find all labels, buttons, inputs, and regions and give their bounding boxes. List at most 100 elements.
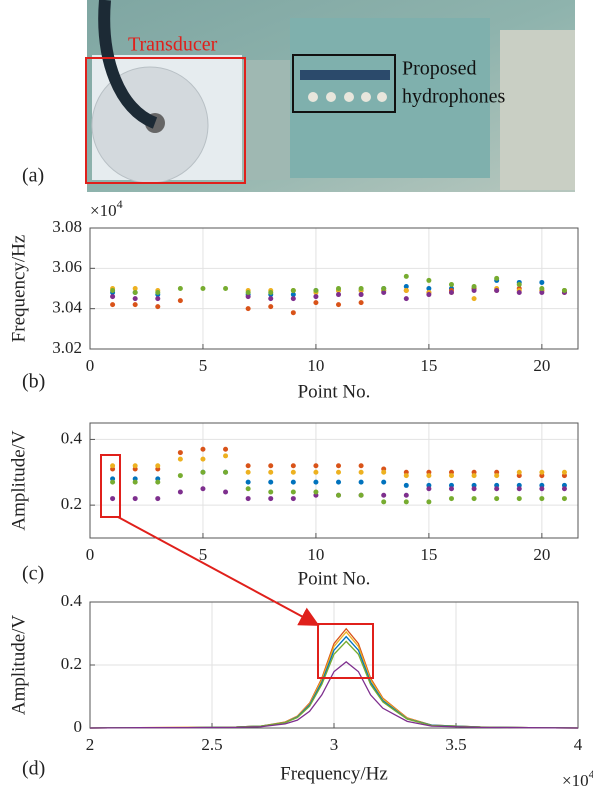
point (177, 286, 183, 291)
point (290, 489, 296, 495)
point (132, 463, 138, 469)
point (448, 486, 454, 492)
point (313, 288, 319, 294)
point (426, 486, 432, 492)
chart: 0.2 0.4 0 5 10 15 20 Amplitude/V Point No. (c) (8, 422, 579, 589)
point (471, 473, 477, 479)
plot-frame (89, 422, 579, 539)
point (358, 492, 364, 498)
point (358, 286, 364, 291)
scale-exponent: 4 (589, 767, 593, 781)
point (200, 286, 206, 291)
point (494, 473, 500, 479)
x-tick-label: 15 (420, 356, 437, 375)
point (290, 469, 296, 475)
point (403, 273, 409, 279)
panel-label: (b) (22, 371, 45, 393)
y-tick-label: 0.4 (61, 428, 83, 447)
y-tick-label: 3.06 (52, 257, 82, 276)
point (223, 489, 229, 495)
point (245, 290, 251, 296)
point (494, 275, 500, 281)
y-tick-label: 3.02 (52, 338, 82, 357)
point (358, 463, 364, 469)
point (336, 463, 342, 469)
point (471, 296, 477, 302)
point (516, 290, 522, 296)
point (561, 496, 567, 502)
hydrophone-label: hydrophones (402, 86, 506, 108)
highlight-box (100, 454, 121, 518)
point (448, 290, 454, 296)
point (381, 499, 387, 505)
point (268, 304, 274, 310)
scale-base: ×10 (562, 771, 589, 790)
hydrophone-label: Proposed (402, 58, 476, 80)
point (268, 479, 274, 485)
point (313, 489, 319, 495)
point (403, 473, 409, 479)
x-tick-label: 5 (199, 545, 208, 564)
scale-label: ×104 (90, 197, 123, 220)
point (155, 496, 161, 502)
point (268, 496, 274, 502)
point (132, 296, 138, 302)
point (561, 288, 567, 294)
y-axis-label: Amplitude/V (8, 430, 29, 531)
point (403, 499, 409, 505)
x-tick-label: 2.5 (201, 735, 222, 754)
point (313, 294, 319, 300)
point (358, 479, 364, 485)
hydrophones (308, 92, 387, 102)
hydrophone-strip (300, 70, 390, 80)
point (494, 288, 500, 294)
y-axis-label: Frequency/Hz (8, 235, 29, 343)
highlight-box (317, 623, 374, 679)
point (539, 469, 545, 475)
point (381, 479, 387, 485)
point (290, 479, 296, 485)
y-tick-label: 0.2 (61, 654, 82, 673)
point (516, 496, 522, 502)
point (110, 294, 116, 300)
x-tick-label: 4 (574, 735, 583, 754)
point (132, 286, 138, 291)
x-axis-label: Point No. (298, 568, 371, 589)
transducer-label: Transducer (128, 34, 218, 56)
point (471, 486, 477, 492)
point (539, 486, 545, 492)
point (110, 463, 116, 469)
photo: Transducer Proposed hydrophones (a) (22, 0, 575, 192)
point (268, 463, 274, 469)
point (290, 288, 296, 294)
x-tick-label: 3.5 (445, 735, 466, 754)
x-axis-label: Point No. (298, 381, 371, 402)
point (471, 283, 477, 289)
point (403, 288, 409, 294)
point (268, 469, 274, 475)
cable (98, 0, 158, 129)
background-clutter (500, 30, 575, 190)
x-axis-label: Frequency/Hz (280, 763, 388, 784)
point (223, 453, 229, 459)
point (471, 288, 477, 294)
point (381, 469, 387, 475)
point (426, 292, 432, 298)
point (110, 496, 116, 502)
point (403, 283, 409, 289)
point (110, 288, 116, 294)
point (336, 286, 342, 291)
point (200, 469, 206, 475)
y-tick-label: 0.2 (61, 494, 82, 513)
point (268, 290, 274, 296)
point (268, 296, 274, 302)
point (358, 469, 364, 475)
point (336, 479, 342, 485)
arrow (117, 516, 320, 626)
point (132, 479, 138, 485)
x-tick-label: 20 (533, 545, 550, 564)
y-tick-label: 3.04 (52, 298, 82, 317)
point (177, 450, 183, 456)
